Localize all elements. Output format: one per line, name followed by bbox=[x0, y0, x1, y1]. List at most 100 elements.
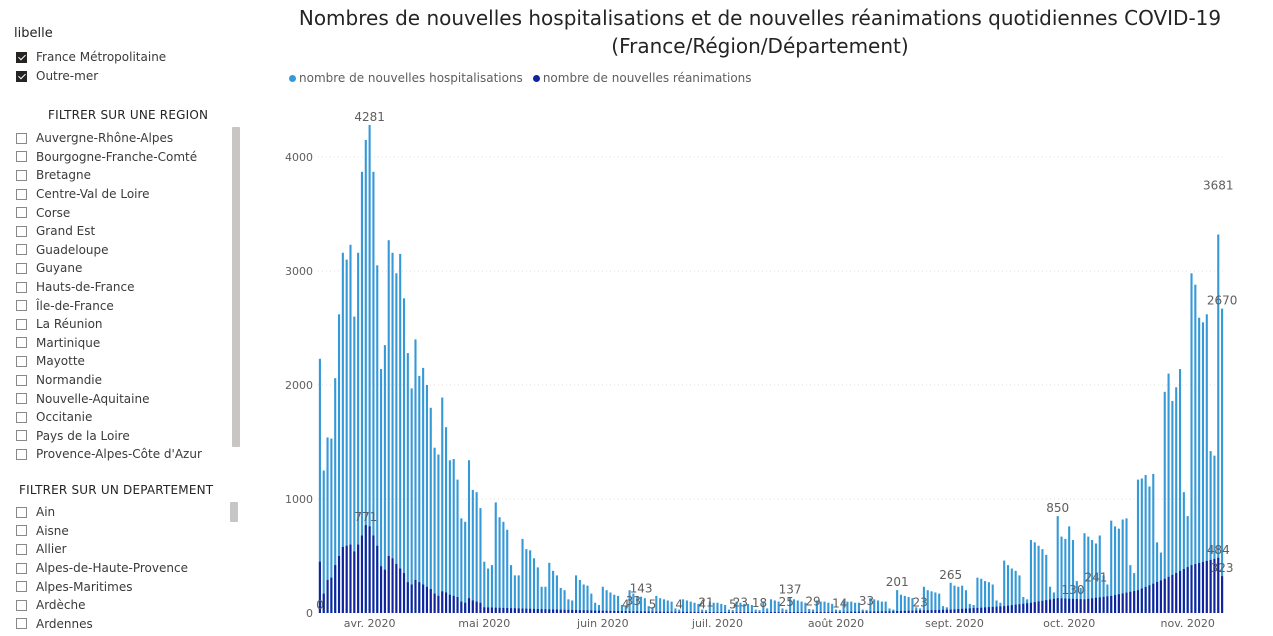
reanimation-bar[interactable] bbox=[376, 546, 378, 613]
reanimation-bar[interactable] bbox=[961, 609, 963, 613]
reanimation-bar[interactable] bbox=[858, 612, 860, 613]
hospitalisation-bar[interactable] bbox=[556, 575, 558, 613]
reanimation-bar[interactable] bbox=[781, 612, 783, 613]
reanimation-bar[interactable] bbox=[904, 611, 906, 613]
reanimation-bar[interactable] bbox=[839, 612, 841, 613]
reanimation-bar[interactable] bbox=[988, 607, 990, 613]
reanimation-bar[interactable] bbox=[391, 558, 393, 613]
reanimation-bar[interactable] bbox=[453, 596, 455, 613]
reanimation-bar[interactable] bbox=[980, 608, 982, 613]
reanimation-bar[interactable] bbox=[456, 597, 458, 613]
reanimation-bar[interactable] bbox=[460, 602, 462, 613]
hospitalisation-bar[interactable] bbox=[403, 298, 405, 613]
reanimation-bar[interactable] bbox=[560, 610, 562, 613]
reanimation-bar[interactable] bbox=[445, 592, 447, 613]
hospitalisation-bar[interactable] bbox=[525, 549, 527, 613]
reanimation-bar[interactable] bbox=[778, 612, 780, 613]
reanimation-bar[interactable] bbox=[434, 594, 436, 613]
reanimation-bar[interactable] bbox=[430, 589, 432, 613]
reanimation-bar[interactable] bbox=[338, 556, 340, 613]
reanimation-bar[interactable] bbox=[617, 611, 619, 613]
reanimation-bar[interactable] bbox=[1125, 593, 1127, 613]
reanimation-bar[interactable] bbox=[606, 611, 608, 613]
reanimation-bar[interactable] bbox=[556, 610, 558, 613]
hospitalisation-bar[interactable] bbox=[827, 603, 829, 613]
hospitalisation-bar[interactable] bbox=[583, 585, 585, 614]
hospitalisation-bar[interactable] bbox=[667, 600, 669, 613]
reanimation-bar[interactable] bbox=[812, 612, 814, 613]
reanimation-bar[interactable] bbox=[766, 612, 768, 613]
hospitalisation-bar[interactable] bbox=[663, 599, 665, 613]
reanimation-bar[interactable] bbox=[518, 608, 520, 613]
reanimation-bar[interactable] bbox=[468, 598, 470, 613]
reanimation-bar[interactable] bbox=[1060, 598, 1062, 613]
hospitalisation-bar[interactable] bbox=[686, 600, 688, 613]
hospitalisation-bar[interactable] bbox=[617, 596, 619, 613]
hospitalisation-bar[interactable] bbox=[602, 587, 604, 613]
hospitalisation-bar[interactable] bbox=[693, 603, 695, 613]
reanimation-bar[interactable] bbox=[613, 611, 615, 613]
reanimation-bar[interactable] bbox=[1190, 565, 1192, 613]
hospitalisation-bar[interactable] bbox=[575, 575, 577, 613]
reanimation-bar[interactable] bbox=[380, 566, 382, 613]
reanimation-bar[interactable] bbox=[598, 611, 600, 613]
reanimation-bar[interactable] bbox=[877, 611, 879, 613]
reanimation-bar[interactable] bbox=[758, 612, 760, 613]
hospitalisation-bar[interactable] bbox=[1190, 273, 1192, 613]
reanimation-bar[interactable] bbox=[835, 612, 837, 613]
reanimation-bar[interactable] bbox=[950, 610, 952, 613]
reanimation-bar[interactable] bbox=[976, 608, 978, 613]
reanimation-bar[interactable] bbox=[716, 612, 718, 613]
reanimation-bar[interactable] bbox=[403, 573, 405, 613]
reanimation-bar[interactable] bbox=[636, 611, 638, 613]
reanimation-bar[interactable] bbox=[1198, 563, 1200, 613]
hospitalisation-bar[interactable] bbox=[434, 448, 436, 613]
hospitalisation-bar[interactable] bbox=[430, 408, 432, 613]
reanimation-bar[interactable] bbox=[931, 610, 933, 613]
reanimation-bar[interactable] bbox=[770, 612, 772, 613]
hospitalisation-bar[interactable] bbox=[671, 602, 673, 613]
reanimation-bar[interactable] bbox=[1007, 606, 1009, 613]
reanimation-bar[interactable] bbox=[908, 611, 910, 613]
reanimation-bar[interactable] bbox=[491, 608, 493, 613]
reanimation-bar[interactable] bbox=[1034, 602, 1036, 613]
hospitalisation-bar[interactable] bbox=[716, 603, 718, 613]
reanimation-bar[interactable] bbox=[789, 612, 791, 613]
reanimation-bar[interactable] bbox=[995, 607, 997, 613]
reanimation-bar[interactable] bbox=[361, 535, 363, 613]
hospitalisation-bar[interactable] bbox=[502, 522, 504, 613]
reanimation-bar[interactable] bbox=[957, 609, 959, 613]
reanimation-bar[interactable] bbox=[372, 535, 374, 613]
reanimation-bar[interactable] bbox=[602, 611, 604, 613]
reanimation-bar[interactable] bbox=[346, 546, 348, 613]
reanimation-bar[interactable] bbox=[1202, 562, 1204, 613]
hospitalisation-bar[interactable] bbox=[953, 586, 955, 613]
reanimation-bar[interactable] bbox=[369, 526, 371, 613]
reanimation-bar[interactable] bbox=[866, 612, 868, 613]
reanimation-bar[interactable] bbox=[701, 612, 703, 613]
reanimation-bar[interactable] bbox=[785, 612, 787, 613]
hospitalisation-bar[interactable] bbox=[418, 376, 420, 613]
hospitalisation-bar[interactable] bbox=[976, 578, 978, 613]
hospitalisation-bar[interactable] bbox=[399, 254, 401, 613]
reanimation-bar[interactable] bbox=[984, 607, 986, 613]
reanimation-bar[interactable] bbox=[827, 612, 829, 613]
reanimation-bar[interactable] bbox=[1129, 592, 1131, 613]
hospitalisation-bar[interactable] bbox=[460, 518, 462, 613]
reanimation-bar[interactable] bbox=[521, 609, 523, 613]
reanimation-bar[interactable] bbox=[667, 612, 669, 613]
reanimation-bar[interactable] bbox=[1076, 599, 1078, 613]
reanimation-bar[interactable] bbox=[334, 565, 336, 613]
reanimation-bar[interactable] bbox=[881, 611, 883, 613]
reanimation-bar[interactable] bbox=[659, 612, 661, 613]
hospitalisation-bar[interactable] bbox=[644, 598, 646, 613]
hospitalisation-bar[interactable] bbox=[499, 517, 501, 613]
reanimation-bar[interactable] bbox=[353, 551, 355, 613]
reanimation-bar[interactable] bbox=[327, 580, 329, 613]
reanimation-bar[interactable] bbox=[510, 608, 512, 613]
reanimation-bar[interactable] bbox=[449, 595, 451, 613]
reanimation-bar[interactable] bbox=[1057, 598, 1059, 613]
reanimation-bar[interactable] bbox=[892, 611, 894, 613]
hospitalisation-bar[interactable] bbox=[548, 563, 550, 613]
reanimation-bar[interactable] bbox=[476, 602, 478, 613]
